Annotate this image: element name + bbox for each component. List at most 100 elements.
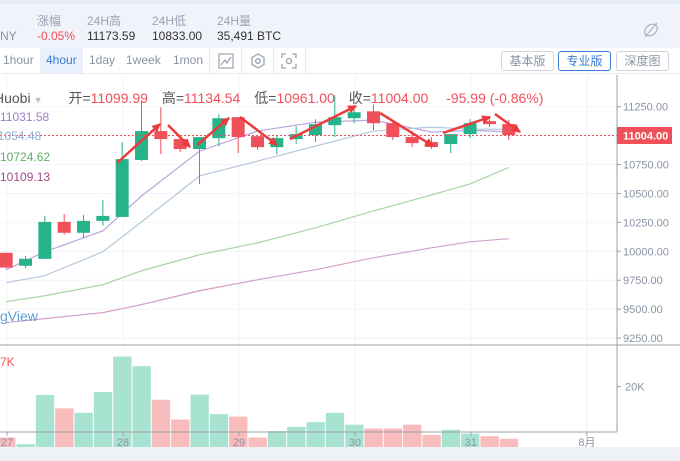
volume-bar — [345, 424, 364, 451]
timeframe-4hour[interactable]: 4hour — [40, 48, 83, 73]
change-value: -95.99 (-0.86%) — [446, 90, 544, 106]
arrow-line — [116, 123, 161, 164]
volume-bar — [383, 428, 403, 451]
ma-value-3: 10724.62 — [0, 150, 51, 164]
candle-down — [405, 137, 419, 144]
price-tick-label: 10000.00 — [623, 246, 669, 258]
volume-bar — [364, 428, 383, 451]
timeframe-1week[interactable]: 1week — [126, 53, 161, 67]
ohlc-legend: Huobi▼ 开=11099.99 高=11134.54 低=10961.00 … — [0, 88, 543, 108]
arrow-head — [220, 117, 230, 127]
volume-bar — [171, 419, 190, 451]
candle-up — [463, 123, 477, 135]
candle-up — [444, 134, 458, 145]
candle-down — [57, 221, 71, 233]
depth-chart-button[interactable]: 深度图 — [616, 51, 669, 71]
ma-value-2: 11054.48 — [0, 129, 42, 143]
time-tick-label: 8月 — [578, 437, 595, 449]
divider — [305, 48, 306, 73]
divider — [273, 48, 274, 73]
candle-down — [386, 123, 400, 138]
candle-up — [270, 138, 284, 148]
timeframe-1day[interactable]: 1day — [89, 53, 116, 67]
candle-up — [347, 112, 361, 119]
arrow-head — [151, 123, 161, 133]
candle-up — [77, 220, 91, 233]
price-tick-label: 9250.00 — [623, 333, 663, 345]
ma-value-1: 11031.58 — [0, 110, 50, 124]
candle-down — [0, 252, 13, 268]
time-tick-label: 27 — [1, 437, 13, 449]
arrow-line — [442, 115, 491, 135]
price-tick-label: 9500.00 — [623, 304, 663, 316]
eye-off-icon[interactable] — [641, 20, 661, 40]
time-tick-label: 31 — [465, 437, 477, 449]
divider — [209, 48, 210, 73]
time-tick-label: 28 — [117, 437, 129, 449]
candle-up — [19, 258, 33, 266]
candle-up — [308, 124, 322, 136]
moving-average-line — [6, 238, 509, 324]
close-value: 11004.00 — [370, 90, 429, 106]
arrow-head — [511, 124, 521, 133]
candle-down — [173, 139, 187, 150]
basic-view-button[interactable]: 基本版 — [501, 51, 554, 71]
candle-up — [115, 159, 129, 217]
timeframe-1hour[interactable]: 1hour — [3, 53, 34, 67]
volume-bar — [499, 438, 519, 451]
timeframe-1mon[interactable]: 1mon — [173, 53, 204, 67]
screenshot-icon[interactable] — [280, 52, 298, 70]
settings-hexagon-icon[interactable] — [249, 52, 267, 70]
indicator-icon[interactable] — [217, 52, 235, 70]
bottom-bar — [0, 447, 680, 461]
volume-bar — [441, 429, 461, 451]
arrow-line — [289, 104, 357, 141]
tradingview-watermark: gView — [0, 308, 38, 324]
high-value: 11134.54 — [184, 90, 241, 106]
arrow-head — [181, 138, 191, 148]
arrow-head — [347, 105, 358, 114]
low-value: 10961.00 — [276, 90, 335, 106]
time-tick-label: 29 — [233, 437, 245, 449]
volume-bar — [190, 394, 209, 451]
arrow-line — [379, 111, 434, 148]
market-stats: NY 涨幅 -0.05% 24H高 11173.59 24H低 10833.00 24… — [0, 4, 680, 48]
volume-bar — [267, 431, 287, 451]
chevron-down-icon[interactable]: ▼ — [33, 95, 43, 105]
price-tick-label: 10750.00 — [623, 160, 669, 172]
volume-bar — [93, 392, 113, 451]
stat-24h-volume: 24H量 35,491 BTC — [217, 14, 282, 43]
volume-bar — [132, 366, 151, 451]
arrow-head — [424, 138, 434, 147]
price-tick-label: 10500.00 — [623, 188, 669, 200]
current-price-label: 11004.00 — [623, 131, 668, 143]
volume-bar — [151, 399, 171, 451]
divider — [241, 48, 242, 73]
candle-up — [328, 117, 342, 126]
drawn-trend-arrows — [116, 104, 521, 164]
candle-down — [250, 136, 264, 148]
volume-bar — [306, 422, 325, 451]
candle-down — [231, 117, 245, 138]
candle-up — [96, 215, 110, 221]
chart-toolbar: 1hour 4hour 1day 1week 1mon 基本版 专业版 深度图 — [0, 48, 680, 74]
close-label: 收= — [348, 90, 371, 106]
arrow-line — [239, 116, 278, 146]
candle-down — [482, 121, 496, 125]
pair-name: NY — [0, 29, 17, 43]
candle-down — [502, 124, 516, 136]
volume-bar — [287, 426, 306, 451]
volume-bar — [113, 356, 132, 451]
pro-view-button[interactable]: 专业版 — [558, 51, 611, 71]
ma-value-4: 10109.13 — [0, 170, 51, 184]
stat-24h-high: 24H高 11173.59 — [87, 14, 136, 43]
moving-average-line — [6, 126, 509, 284]
time-tick-label: 30 — [349, 437, 361, 449]
volume-bar — [461, 433, 480, 451]
stat-24h-low: 24H低 10833.00 — [152, 14, 203, 43]
exchange-selector[interactable]: Huobi — [0, 90, 31, 106]
volume-value: 7K — [0, 355, 15, 369]
volume-bar — [55, 408, 74, 451]
current-price-badge — [617, 127, 672, 144]
